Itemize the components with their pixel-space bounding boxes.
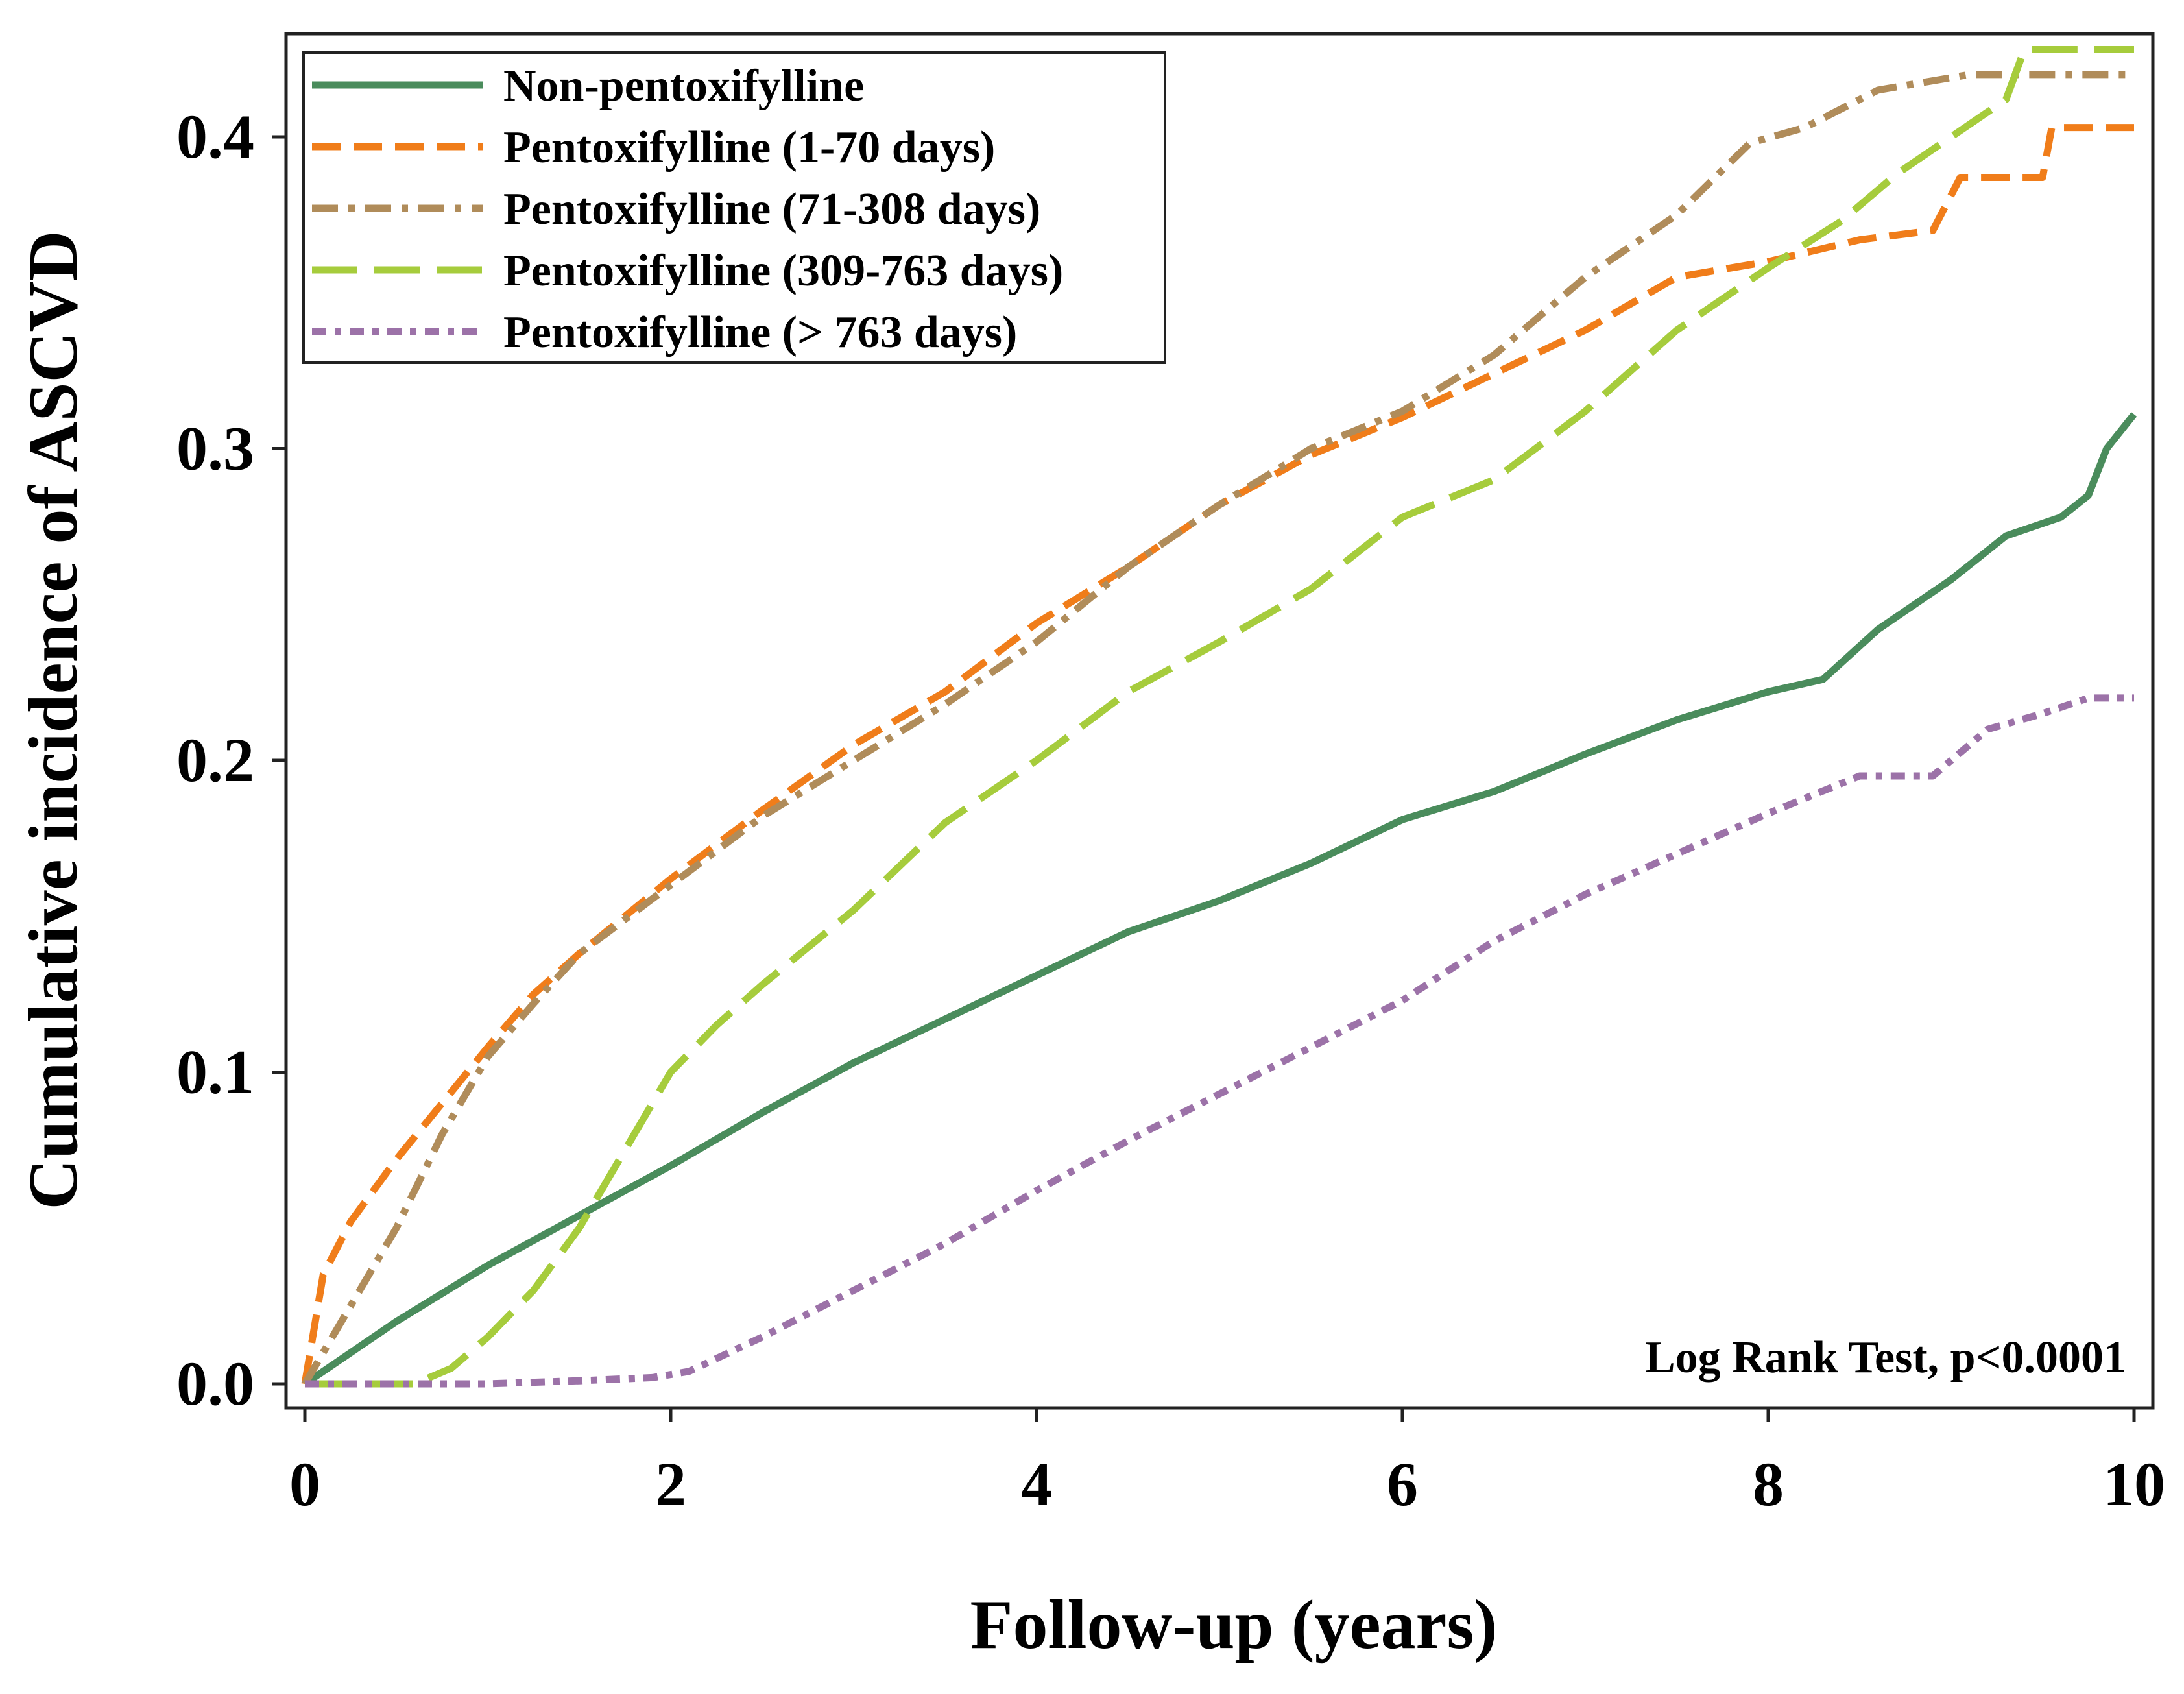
y-axis-title: Cumulative incidence of ASCVD: [15, 231, 92, 1210]
series-line-pentoxifylline-309-763-days: [305, 46, 2134, 1388]
legend-label: Pentoxifylline (71-308 days): [503, 184, 1040, 234]
y-tick-label: 0.0: [176, 1349, 254, 1418]
series-line-pentoxifylline-71-308-days: [302, 71, 2134, 1386]
y-tick-label: 0.1: [176, 1037, 254, 1107]
series-lines: [301, 46, 2137, 1388]
x-tick-label: 10: [2103, 1449, 2165, 1519]
legend-box: [302, 51, 1166, 364]
axis-ticks: 0.0 0.1 0.2 0.3 0.4 0 2 4 6 8 10: [176, 102, 2165, 1519]
legend-label: Pentoxifylline (1-70 days): [503, 123, 995, 173]
x-tick-label: 2: [655, 1449, 686, 1519]
y-tick-label: 0.4: [176, 102, 254, 171]
y-tick-label: 0.3: [176, 414, 254, 483]
series-line-pentoxifylline-763-days: [305, 694, 2134, 1388]
legend: Non-pentoxifylline Pentoxifylline (1-70 d…: [302, 51, 1166, 364]
x-tick-label: 0: [289, 1449, 320, 1519]
x-axis-title: Follow-up (years): [970, 1586, 1498, 1664]
legend-label: Pentoxifylline (> 763 days): [503, 308, 1017, 357]
legend-label: Pentoxifylline (309-763 days): [503, 246, 1063, 296]
y-tick-label: 0.2: [176, 725, 254, 795]
x-tick-label: 8: [1753, 1449, 1784, 1519]
legend-label: Non-pentoxifylline: [503, 61, 864, 111]
series-line-pentoxifylline-1-70-days: [301, 124, 2134, 1385]
series-line-non-pentoxifylline: [302, 412, 2137, 1387]
x-tick-label: 4: [1021, 1449, 1052, 1519]
x-tick-label: 6: [1387, 1449, 1418, 1519]
plot-frame: [284, 32, 2155, 1410]
log-rank-annotation: Log Rank Test, p<0.0001: [1645, 1333, 2126, 1383]
